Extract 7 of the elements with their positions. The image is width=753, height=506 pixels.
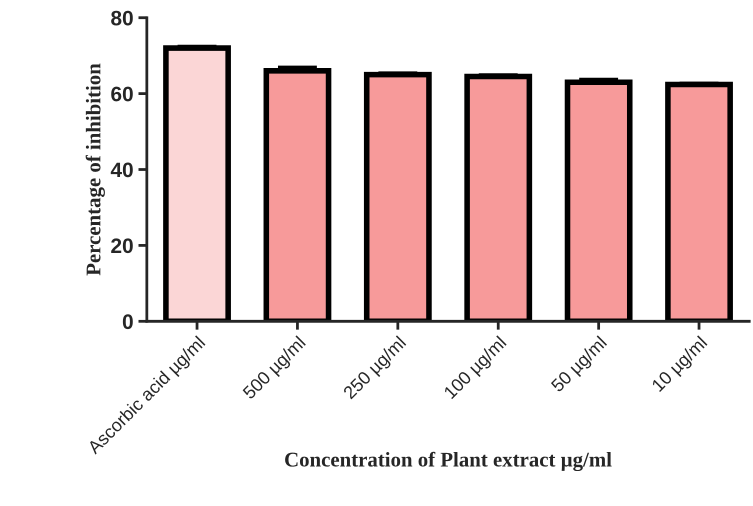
y-axis-title: Percentage of inhibition bbox=[86, 64, 105, 276]
y-tick-label: 40 bbox=[110, 162, 133, 178]
y-tick-label: 20 bbox=[111, 238, 133, 254]
y-tick-label: 80 bbox=[111, 10, 133, 26]
y-tick-label: 0 bbox=[122, 314, 133, 330]
y-tick-label: 60 bbox=[111, 86, 133, 102]
x-axis-title: Concentration of Plant extract µg/ml bbox=[285, 452, 612, 472]
